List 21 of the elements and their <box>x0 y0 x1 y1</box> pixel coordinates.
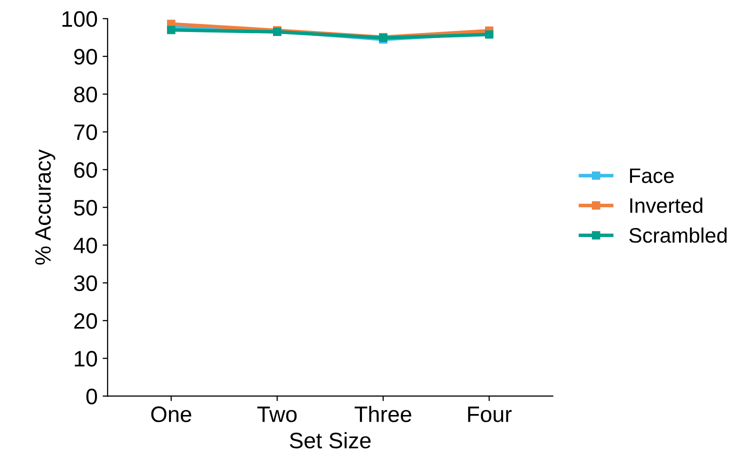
x-tick-label: Two <box>257 406 297 422</box>
y-tick-label: 20 <box>74 313 97 329</box>
y-tick-label: 100 <box>62 11 97 27</box>
legend-label: Scrambled <box>629 227 727 243</box>
legend-label: Inverted <box>630 198 702 213</box>
y-tick-label: 10 <box>74 350 97 367</box>
y-tick-label: 30 <box>74 275 97 292</box>
point <box>167 26 176 34</box>
y-tick-label: 40 <box>74 238 97 254</box>
legend-label: Face <box>630 168 674 184</box>
x-tick-label: One <box>151 406 192 422</box>
y-tick-label: 80 <box>74 86 97 102</box>
y-axis-title: % Accuracy <box>35 149 56 265</box>
y-tick-label: 50 <box>74 200 97 216</box>
y-tick-label: 90 <box>74 48 97 65</box>
y-tick-label: 60 <box>74 162 97 178</box>
x-tick-label: Three <box>354 406 412 422</box>
x-tick-label: Four <box>468 406 512 422</box>
y-tick-label: 0 <box>86 388 97 404</box>
x-axis-title: Set Size <box>290 432 371 448</box>
y-tick-label: 70 <box>74 124 97 140</box>
